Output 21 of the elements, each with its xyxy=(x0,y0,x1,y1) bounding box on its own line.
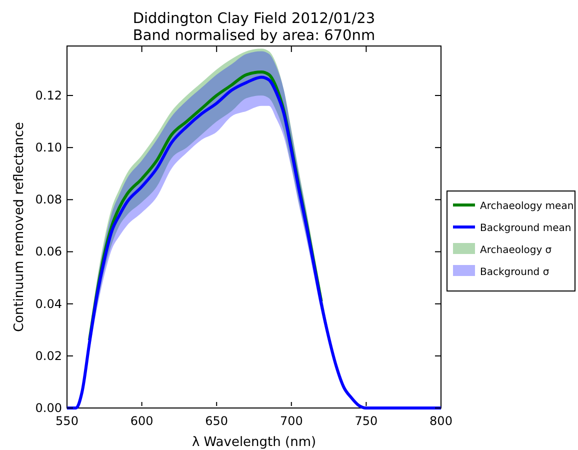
legend-label: Archaeology mean xyxy=(480,201,574,212)
x-axis-title: λ Wavelength (nm) xyxy=(192,435,316,450)
y-axis-title: Continuum removed reflectance xyxy=(12,122,27,332)
x-tick-label: 650 xyxy=(205,414,228,428)
y-tick-label: 0.02 xyxy=(35,348,62,363)
y-tick-label: 0.08 xyxy=(35,192,62,207)
y-tick-label: 0.12 xyxy=(35,88,62,102)
y-tick-label: 0.10 xyxy=(35,140,62,155)
text: Archaeology σ xyxy=(480,245,552,256)
y-tick-label: 0.06 xyxy=(35,244,62,259)
x-tick-label: 600 xyxy=(130,414,154,428)
legend-label: Background mean xyxy=(480,223,572,234)
chart-subtitle: Band normalised by area: 670nm xyxy=(132,28,376,44)
y-tick-label: 0.00 xyxy=(35,401,62,415)
text: Background σ xyxy=(480,267,550,278)
x-tick-label: 800 xyxy=(430,414,452,428)
chart-title: Diddington Clay Field 2012/01/23 xyxy=(132,11,376,27)
x-tick-label: 700 xyxy=(280,414,303,428)
x-tick-label: 750 xyxy=(354,414,378,428)
y-tick-label: 0.04 xyxy=(35,296,62,311)
x-tick-label: 550 xyxy=(56,414,78,428)
